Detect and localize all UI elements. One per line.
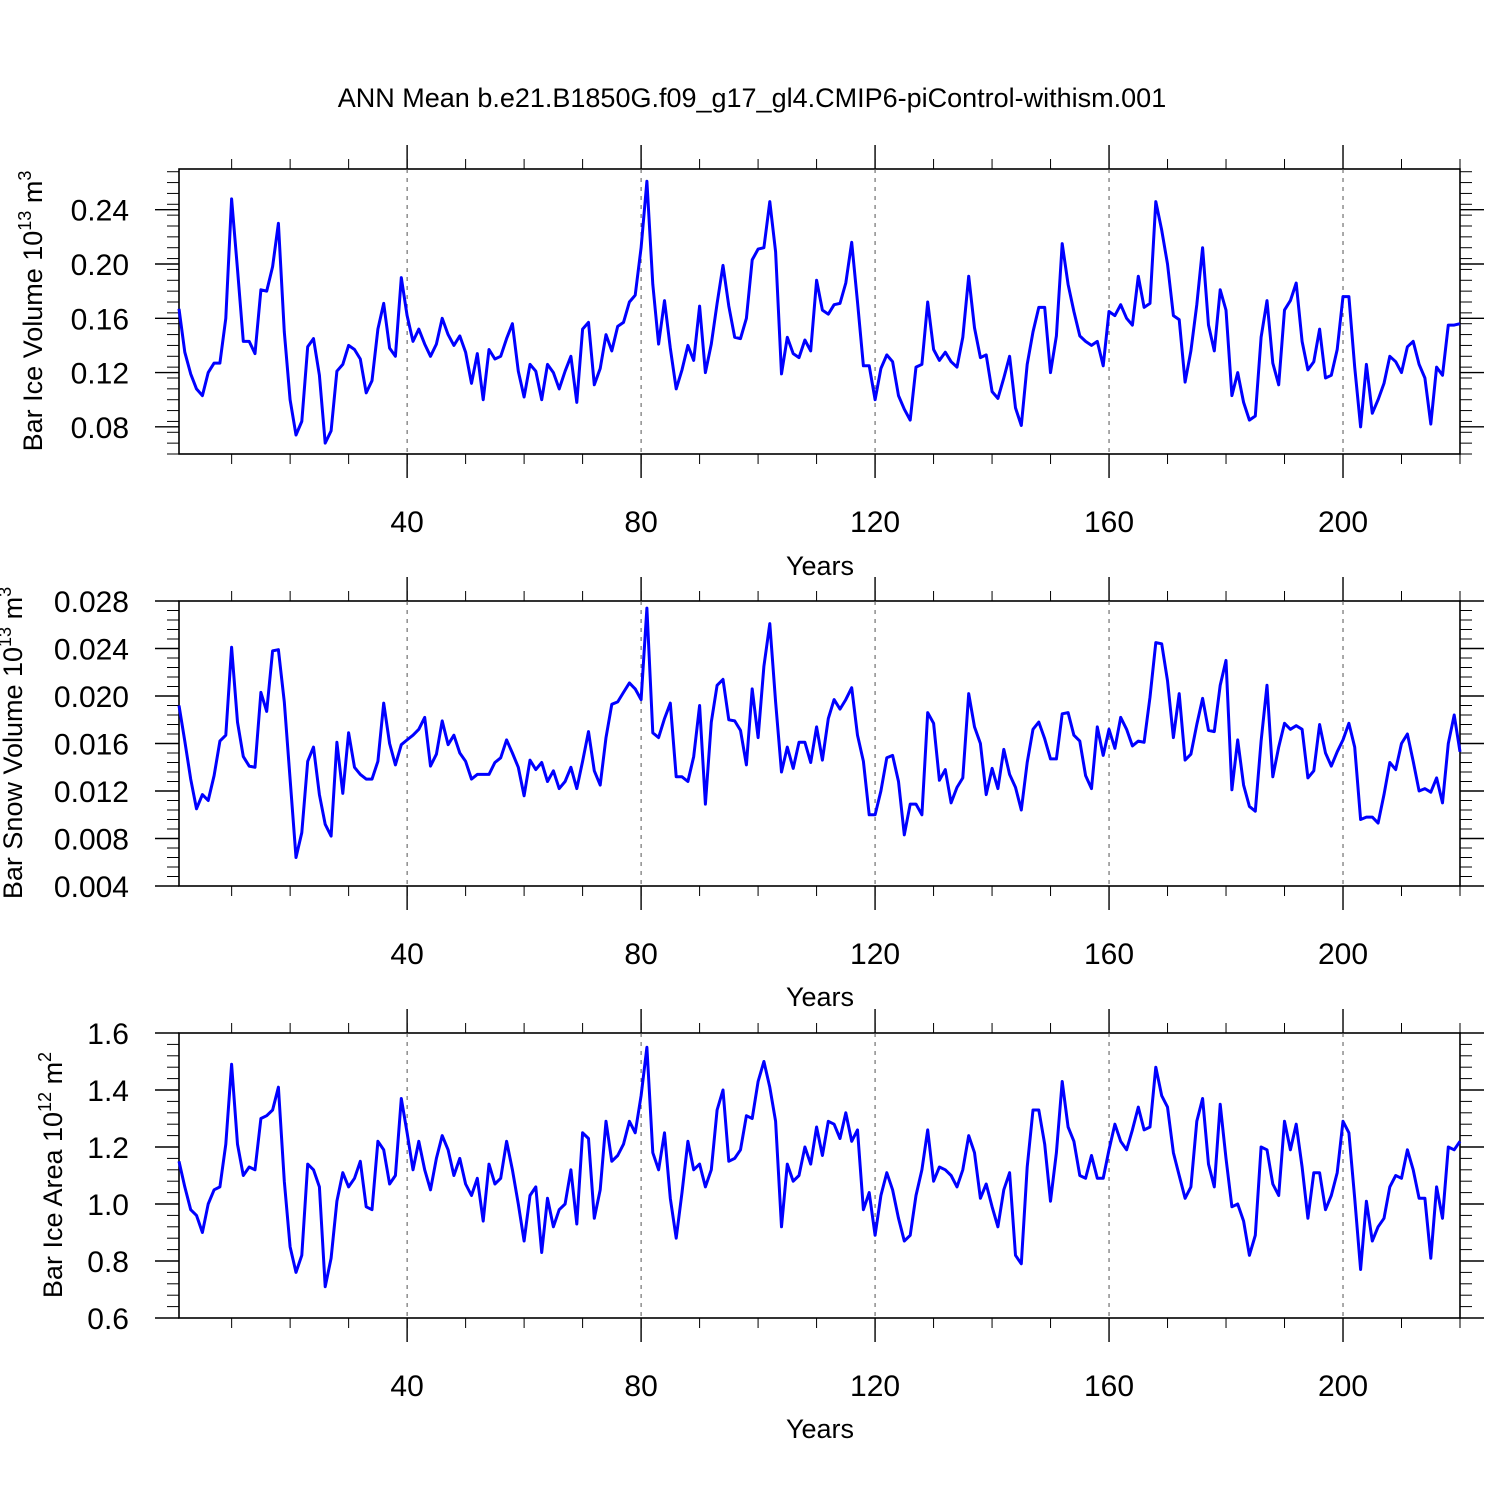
x-tick-label: 160 (1084, 1370, 1134, 1403)
y-tick-label: 0.12 (71, 358, 129, 391)
x-tick-label: 120 (850, 506, 900, 539)
y-tick-label: 0.012 (54, 776, 129, 809)
axis-ticks (155, 145, 1484, 478)
figure-title: ANN Mean b.e21.B1850G.f09_g17_gl4.CMIP6-… (338, 83, 1166, 113)
y-tick-label: 0.020 (54, 681, 129, 714)
x-grid-lines (406, 601, 1344, 886)
y-tick-label: 0.004 (54, 871, 129, 904)
x-tick-labels: 40 80 120 160 200 (390, 938, 1368, 971)
y-tick-label: 0.16 (71, 303, 129, 336)
x-tick-label: 160 (1084, 938, 1134, 971)
y-tick-label: 0.008 (54, 824, 129, 857)
series-line (177, 1045, 1462, 1289)
x-tick-label: 200 (1318, 938, 1368, 971)
y-tick-label: 0.016 (54, 729, 129, 762)
x-tick-label: 40 (390, 938, 423, 971)
y-axis-label: Bar Snow Volume 1013 m3 (0, 587, 28, 899)
x-tick-label: 40 (390, 1370, 423, 1403)
y-tick-label: 0.028 (54, 586, 129, 619)
y-tick-label: 0.24 (71, 195, 129, 228)
series-line (177, 179, 1461, 445)
y-tick-label: 0.20 (71, 249, 129, 282)
x-tick-labels: 40 80 120 160 200 (390, 506, 1368, 539)
axis-ticks (155, 577, 1484, 910)
y-tick-labels: 0.004 0.008 0.012 0.016 0.020 0.024 0.028 (54, 586, 129, 904)
y-tick-labels: 0.6 0.8 1.0 1.2 1.4 1.6 (87, 1018, 129, 1336)
plot-frame (178, 1032, 1461, 1319)
x-axis-label: Years (786, 1414, 854, 1444)
x-tick-label: 200 (1318, 506, 1368, 539)
x-axis-label: Years (786, 982, 854, 1012)
x-tick-label: 80 (624, 938, 657, 971)
y-tick-labels: 0.08 0.12 0.16 0.20 0.24 (71, 195, 129, 445)
x-axis-label: Years (786, 551, 854, 581)
x-tick-label: 200 (1318, 1370, 1368, 1403)
y-axis-label: Bar Ice Area 1012 m2 (35, 1052, 68, 1298)
y-tick-label: 1.6 (87, 1018, 129, 1051)
x-tick-label: 160 (1084, 506, 1134, 539)
panel-ice-volume: 40 80 120 160 200 0.08 0.12 0.16 0.20 0.24 Years… (15, 145, 1484, 581)
panel-snow-volume: 40 80 120 160 200 0.0040.0080.0120.0160.0200… (0, 577, 1484, 1012)
x-grid-lines (406, 169, 1344, 454)
y-tick-label: 0.024 (54, 634, 129, 667)
x-tick-label: 80 (624, 506, 657, 539)
x-tick-label: 120 (850, 938, 900, 971)
y-tick-label: 0.8 (87, 1246, 129, 1279)
y-tick-label: 1.0 (87, 1189, 129, 1222)
x-tick-label: 80 (624, 1370, 657, 1403)
y-tick-label: 1.4 (87, 1075, 129, 1108)
y-tick-label: 0.08 (71, 412, 129, 445)
x-tick-label: 40 (390, 506, 423, 539)
y-tick-label: 1.2 (87, 1132, 129, 1165)
x-grid-lines (406, 1033, 1344, 1318)
series-line (177, 606, 1462, 859)
axis-ticks (155, 1009, 1484, 1342)
x-tick-label: 120 (850, 1370, 900, 1403)
panel-ice-area: 40 80 120 160 200 0.6 0.8 1.0 1.2 1.4 1.6 Years B… (35, 1009, 1484, 1444)
y-tick-label: 0.6 (87, 1303, 129, 1336)
y-axis-label: Bar Ice Volume 1013 m3 (15, 171, 48, 452)
x-tick-labels: 40 80 120 160 200 (390, 1370, 1368, 1403)
